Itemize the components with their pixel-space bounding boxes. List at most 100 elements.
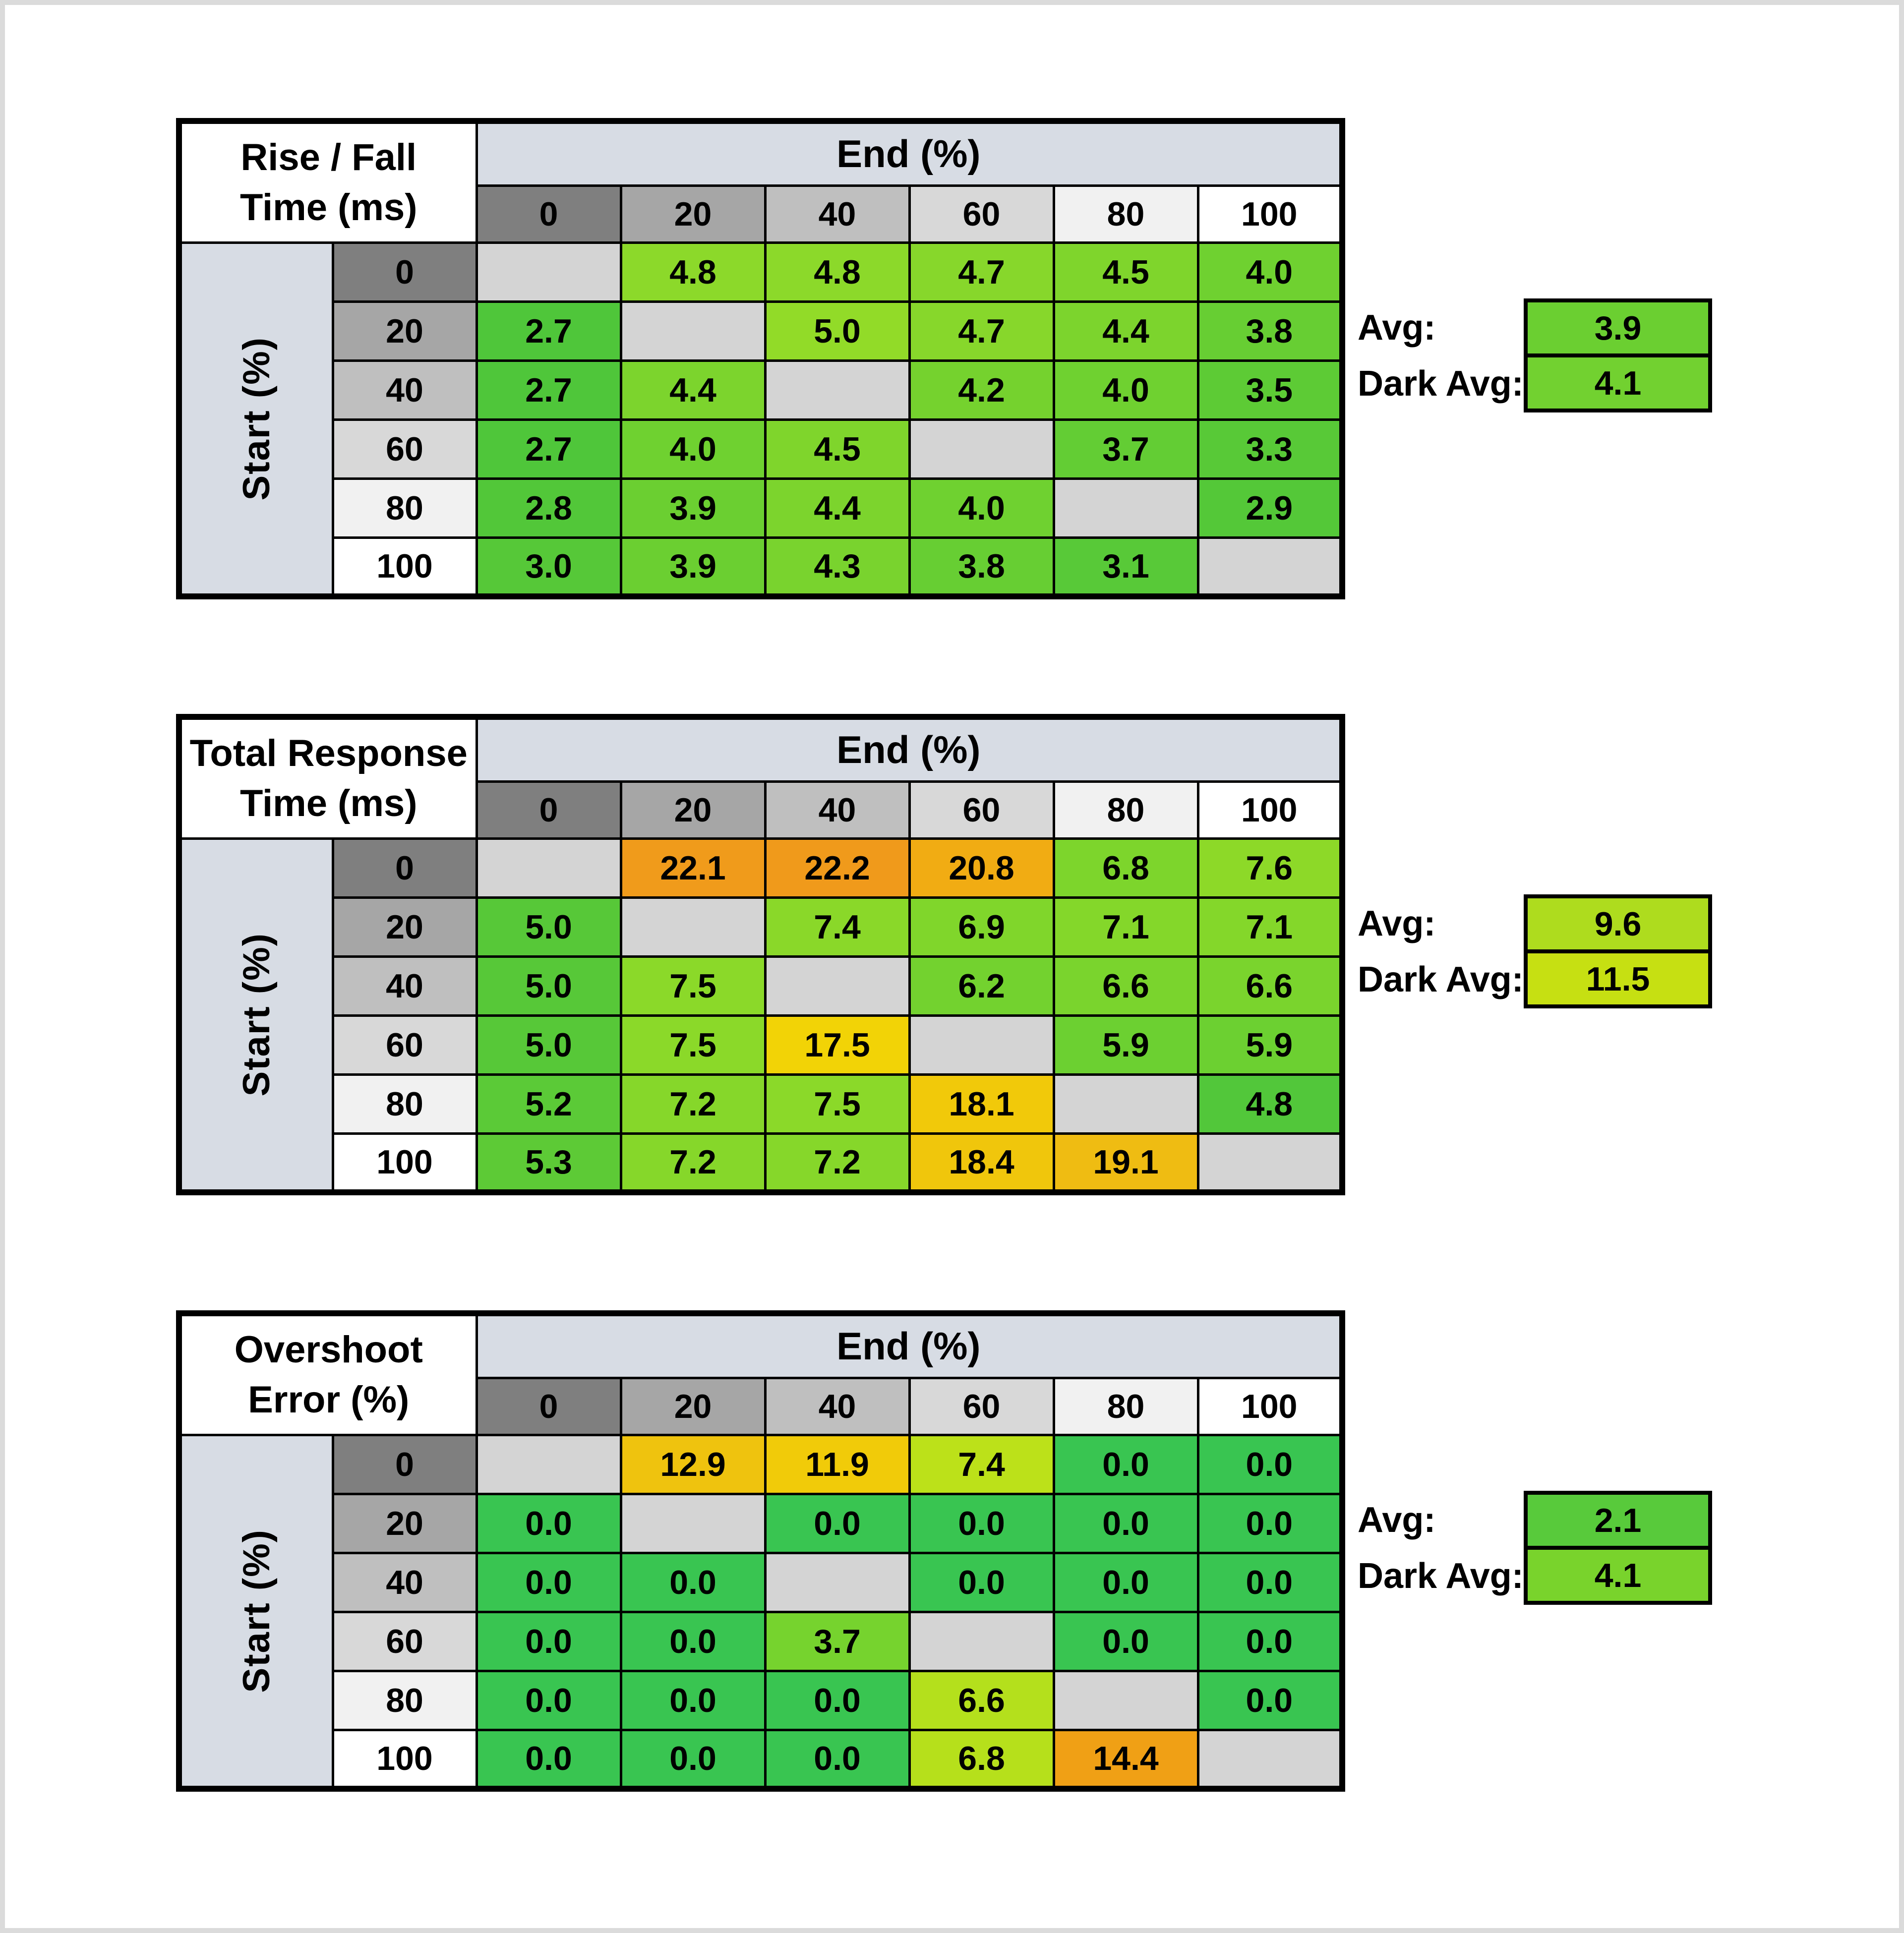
heatmap-cell: 0.0: [1196, 1669, 1344, 1731]
heatmap-cell: 0.0: [619, 1728, 767, 1790]
heatmap-cell: 3.0: [475, 536, 622, 598]
heatmap-grid: Rise / Fall Time (ms) End (%) 0 20 40 60 80 1…: [176, 118, 1346, 599]
heatmap-cell: 4.0: [1052, 359, 1199, 421]
blank-diagonal-cell: [1052, 477, 1199, 539]
heatmap-cell: 2.9: [1196, 477, 1344, 539]
heatmap-cell: 2.7: [475, 300, 622, 362]
dark-avg-label: Dark Avg:: [1358, 364, 1524, 404]
heatmap-cell: 0.0: [475, 1728, 622, 1790]
column-header: 100: [1196, 1376, 1344, 1436]
start-axis-label: Start (%): [178, 837, 334, 1194]
heatmap-cell: 7.4: [764, 896, 911, 958]
avg-value-box: 3.9: [1524, 298, 1712, 357]
heatmap-cell: 5.3: [475, 1132, 622, 1194]
blank-diagonal-cell: [1196, 1728, 1344, 1790]
heatmap-cell: 4.3: [764, 536, 911, 598]
column-header-row: 0 20 40 60 80 100: [179, 1376, 1344, 1436]
heatmap-row: Start (%) 0 12.9 11.9 7.4 0.0 0.0: [178, 1433, 1344, 1790]
heatmap-cell: 0.0: [1052, 1610, 1199, 1672]
heatmap-cell: 0.0: [1052, 1433, 1199, 1495]
dark-avg-value: 4.1: [1594, 364, 1642, 402]
table-title-line1: Total Response: [189, 732, 468, 775]
column-header: 60: [908, 780, 1055, 840]
heatmap-cell: 19.1: [1052, 1132, 1199, 1194]
blank-diagonal-cell: [764, 1551, 911, 1613]
heatmap-cell: 7.1: [1052, 896, 1199, 958]
heatmap-grid: Total Response Time (ms) End (%) 0 20 40 60…: [176, 714, 1346, 1195]
row-header: 0: [331, 1433, 478, 1495]
heatmap-cell: 0.0: [619, 1551, 767, 1613]
blank-diagonal-cell: [908, 1610, 1055, 1672]
heatmap-cell: 0.0: [1196, 1551, 1344, 1613]
avg-value: 9.6: [1594, 905, 1642, 943]
blank-diagonal-cell: [619, 1492, 767, 1554]
blank-diagonal-cell: [908, 1014, 1055, 1076]
heatmap-cell: 4.0: [908, 477, 1055, 539]
dark-avg-value-box: 4.1: [1524, 353, 1712, 412]
heatmap-cell: 6.2: [908, 955, 1055, 1017]
column-header: 80: [1052, 780, 1199, 840]
dark-avg-value: 4.1: [1594, 1556, 1642, 1594]
heatmap-cell: 3.1: [1052, 536, 1199, 598]
heatmap-cell: 20.8: [908, 837, 1055, 899]
heatmap-cell: 6.9: [908, 896, 1055, 958]
heatmap-cell: 18.4: [908, 1132, 1055, 1194]
column-header: 100: [1196, 184, 1344, 244]
heatmap-cell: 0.0: [475, 1610, 622, 1672]
blank-diagonal-cell: [908, 418, 1055, 480]
column-header: 20: [619, 1376, 767, 1436]
avg-label: Avg:: [1358, 308, 1436, 348]
heatmap-cell: 0.0: [1196, 1492, 1344, 1554]
column-header-row: 0 20 40 60 80 100: [179, 184, 1344, 244]
table-title-line1: Overshoot: [234, 1329, 423, 1371]
heatmap-cell: 4.8: [764, 241, 911, 303]
heatmap-cell: 22.2: [764, 837, 911, 899]
heatmap-cell: 0.0: [619, 1610, 767, 1672]
start-axis-label: Start (%): [178, 1433, 334, 1790]
heatmap-row: 100 5.3 7.2 7.2 18.4 19.1: [179, 1132, 1344, 1194]
blank-diagonal-cell: [1052, 1073, 1199, 1135]
avg-value: 3.9: [1594, 309, 1642, 347]
row-header: 100: [331, 536, 478, 598]
heatmap-cell: 3.9: [619, 536, 767, 598]
blank-diagonal-cell: [764, 359, 911, 421]
heatmap-cell: 11.9: [764, 1433, 911, 1495]
heatmap-cell: 4.4: [764, 477, 911, 539]
heatmap-row: 80 0.0 0.0 0.0 6.6 0.0: [179, 1669, 1344, 1731]
heatmap-row: Start (%) 0 4.8 4.8 4.7 4.5 4.0: [178, 241, 1344, 598]
heatmap-cell: 7.5: [764, 1073, 911, 1135]
heatmap-cell: 7.5: [619, 955, 767, 1017]
dark-avg-label: Dark Avg:: [1358, 960, 1524, 999]
heatmap-cell: 7.2: [764, 1132, 911, 1194]
overshoot-error-table: Overshoot Error (%) End (%) 0 20 40 60 80 100…: [176, 1310, 1712, 1792]
heatmap-row: 40 0.0 0.0 0.0 0.0 0.0: [179, 1551, 1344, 1613]
column-header: 80: [1052, 1376, 1199, 1436]
row-header: 40: [331, 955, 478, 1017]
heatmap-cell: 6.8: [908, 1728, 1055, 1790]
heatmap-cell: 7.1: [1196, 896, 1344, 958]
column-header: 20: [619, 184, 767, 244]
heatmap-cell: 4.0: [1196, 241, 1344, 303]
blank-diagonal-cell: [475, 837, 622, 899]
heatmap-cell: 4.4: [619, 359, 767, 421]
row-header: 60: [331, 1610, 478, 1672]
row-header: 80: [331, 1073, 478, 1135]
row-header: 100: [331, 1132, 478, 1194]
table-title: Rise / Fall Time (ms): [178, 119, 478, 244]
blank-diagonal-cell: [1196, 1132, 1344, 1194]
heatmap-cell: 6.6: [1196, 955, 1344, 1017]
heatmap-cell: 3.8: [908, 536, 1055, 598]
heatmap-cell: 4.7: [908, 241, 1055, 303]
column-header-row: 0 20 40 60 80 100: [179, 780, 1344, 840]
heatmap-cell: 0.0: [475, 1551, 622, 1613]
blank-diagonal-cell: [1196, 536, 1344, 598]
avg-value-box: 9.6: [1524, 894, 1712, 953]
heatmap-cell: 3.7: [764, 1610, 911, 1672]
heatmap-cell: 0.0: [1196, 1433, 1344, 1495]
heatmap-row: 100 3.0 3.9 4.3 3.8 3.1: [179, 536, 1344, 598]
row-header: 40: [331, 1551, 478, 1613]
heatmap-cell: 7.6: [1196, 837, 1344, 899]
heatmap-cell: 0.0: [1196, 1610, 1344, 1672]
heatmap-row: 80 2.8 3.9 4.4 4.0 2.9: [179, 477, 1344, 539]
column-header: 0: [475, 780, 622, 840]
